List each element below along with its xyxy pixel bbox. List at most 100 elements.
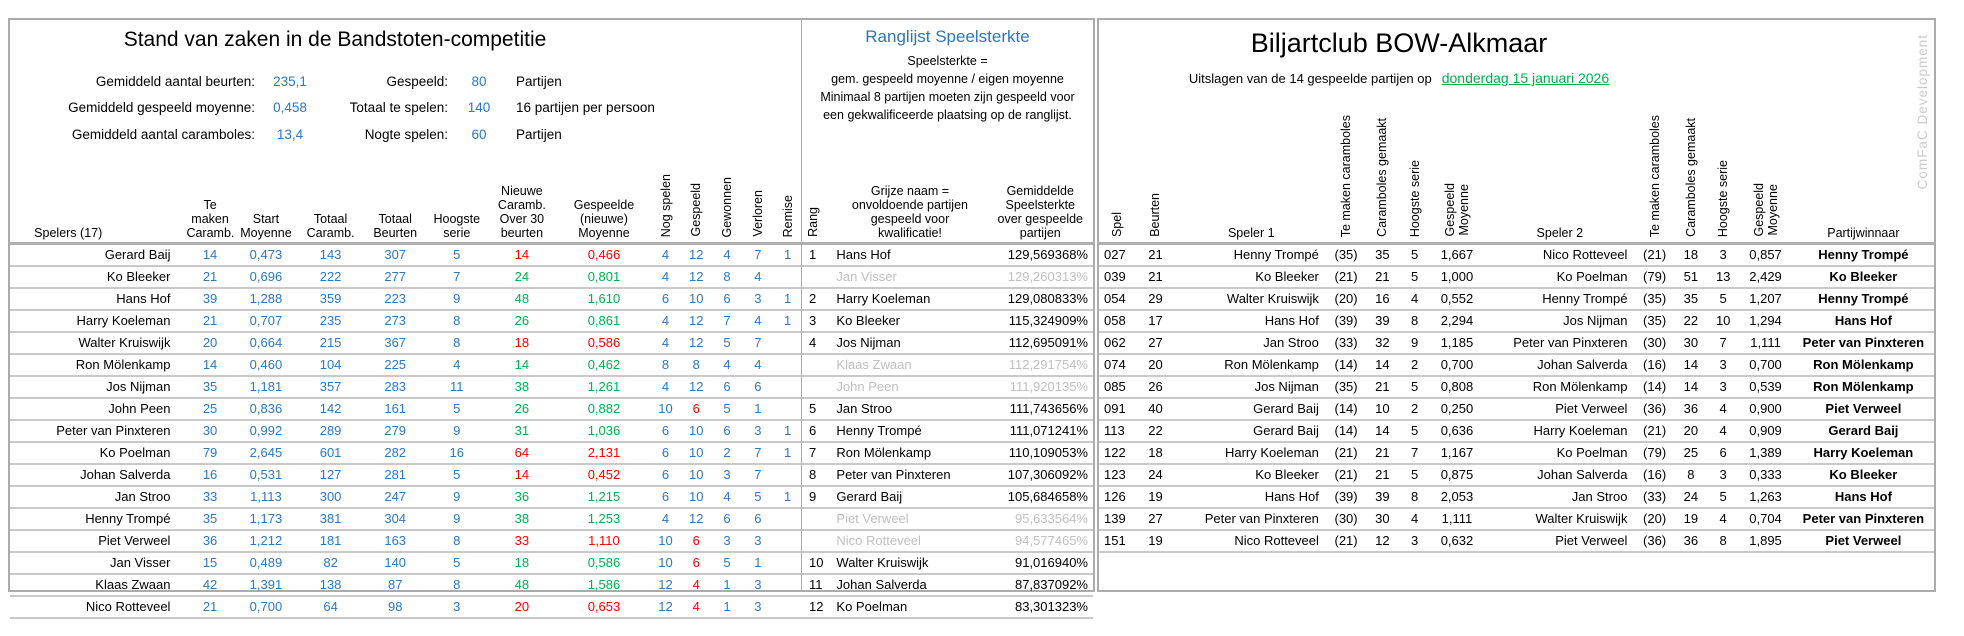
gespeelde-moyenne-cell: 1,261: [557, 376, 651, 399]
table-row: Jan Visser 15 0,489 82 140 5 18 0,586 10 6 5 1: [10, 552, 802, 575]
te-maken-cell: 42: [186, 574, 234, 597]
speler1-name-cell: Gerard Baij: [1175, 420, 1327, 443]
start-moyenne-cell: 1,288: [233, 288, 299, 311]
ranking-panel: Ranglijst Speelsterkte Speelsterkte = ge…: [801, 18, 1095, 619]
gespeeld-cell: 10: [680, 464, 712, 487]
standings-title: Stand van zaken in de Bandstoten-competi…: [123, 28, 547, 51]
col-header-hoogste-serie: Hoogste serie: [427, 133, 486, 245]
te-maken-cell: 35: [186, 508, 234, 531]
speler2-serie-cell: 5: [1708, 486, 1739, 509]
nieuwe-caramboles-cell: 20: [485, 596, 558, 619]
table-row: 8 Peter van Pinxteren 107,306092%: [802, 464, 1093, 487]
gewonnen-cell: 4: [711, 243, 743, 267]
player-name-cell: Hans Hof: [832, 243, 988, 267]
results-header-row: Spel Beurten Speler 1 Te maken carambole…: [1099, 80, 1934, 245]
totaal-caramboles-cell: 300: [298, 486, 363, 509]
spel-cell: 085: [1099, 376, 1136, 399]
te-maken-cell: 20: [186, 332, 234, 355]
speler2-name-cell: Nico Rotteveel: [1484, 243, 1636, 267]
speelsterkte-cell: 107,306092%: [987, 464, 1093, 487]
speler2-moyenne-cell: 1,111: [1738, 332, 1793, 355]
beurten-cell: 27: [1135, 508, 1176, 531]
spel-cell: 126: [1099, 486, 1136, 509]
speelsterkte-cell: 105,684658%: [987, 486, 1093, 509]
totaal-beurten-cell: 281: [362, 464, 428, 487]
table-row: Nico Rotteveel 94,577465%: [802, 530, 1093, 553]
totaal-caramboles-cell: 104: [298, 354, 363, 377]
totaal-caramboles-cell: 357: [298, 376, 363, 399]
speler2-moyenne-cell: 1,263: [1738, 486, 1793, 509]
partijwinnaar-cell: Gerard Baij: [1792, 420, 1934, 443]
speler2-serie-cell: 3: [1708, 464, 1739, 487]
speler2-name-cell: Johan Salverda: [1484, 464, 1636, 487]
col-header-gespeelde-moyenne: Gespeelde (nieuwe) Moyenne: [557, 133, 651, 245]
player-name-cell: Ko Bleeker: [10, 266, 187, 289]
totaal-caramboles-cell: 222: [298, 266, 363, 289]
speler1-name-cell: Hans Hof: [1175, 310, 1327, 333]
partijwinnaar-cell: Ko Bleeker: [1792, 266, 1934, 289]
rang-cell: 4: [802, 332, 833, 355]
results-panel: Biljartclub BOW-Alkmaar Uitslagen van de…: [1097, 18, 1936, 592]
nog-spelen-cell: 4: [650, 310, 681, 333]
te-maken-cell: 30: [186, 420, 234, 443]
speler2-moyenne-cell: 0,857: [1738, 243, 1793, 267]
table-row: John Peen 111,920135%: [802, 376, 1093, 399]
player-name-cell: Piet Verweel: [832, 508, 988, 531]
player-name-cell: Walter Kruiswijk: [832, 552, 988, 575]
nog-spelen-cell: 6: [650, 486, 681, 509]
gewonnen-cell: 5: [711, 398, 743, 421]
start-moyenne-cell: 1,391: [233, 574, 299, 597]
spel-cell: 058: [1099, 310, 1136, 333]
verloren-cell: 7: [742, 464, 774, 487]
beurten-cell: 29: [1135, 288, 1176, 311]
rang-cell: [802, 508, 833, 531]
nog-spelen-cell: 4: [650, 266, 681, 289]
verloren-cell: 4: [742, 354, 774, 377]
gespeelde-moyenne-cell: 1,586: [557, 574, 651, 597]
verloren-cell: 5: [742, 486, 774, 509]
ranking-subtitle: Speelsterkte = gem. gespeeld moyenne / e…: [820, 54, 1075, 122]
gespeelde-moyenne-cell: 0,882: [557, 398, 651, 421]
gewonnen-cell: 6: [711, 376, 743, 399]
remise-cell: [773, 464, 802, 487]
summary-label: Gemiddeld aantal beurten:: [95, 73, 255, 89]
rang-cell: [802, 354, 833, 377]
speler2-handicap-cell: (79): [1635, 266, 1674, 289]
start-moyenne-cell: 0,473: [233, 243, 299, 267]
remise-cell: 1: [773, 288, 802, 311]
rotated-label: Beurten: [1148, 193, 1163, 237]
nog-spelen-cell: 10: [650, 398, 681, 421]
gespeelde-moyenne-cell: 1,215: [557, 486, 651, 509]
table-row: 113 22 Gerard Baij (14) 14 5 0,636 Harry Koelem…: [1099, 420, 1934, 443]
spel-cell: 074: [1099, 354, 1136, 377]
totaal-beurten-cell: 367: [362, 332, 428, 355]
hoogste-serie-cell: 9: [427, 420, 486, 443]
player-name-cell: Klaas Zwaan: [832, 354, 988, 377]
verloren-cell: 6: [742, 376, 774, 399]
speler2-name-cell: Peter van Pinxteren: [1484, 332, 1636, 355]
spel-cell: 039: [1099, 266, 1136, 289]
table-row: 10 Walter Kruiswijk 91,016940%: [802, 552, 1093, 575]
speler1-name-cell: Harry Koeleman: [1175, 442, 1327, 465]
rotated-label: Rang: [806, 207, 820, 237]
ranking-header-row: Rang Grijze naam = onvoldoende partijen …: [802, 148, 1093, 245]
verloren-cell: 7: [742, 332, 774, 355]
player-name-cell: Peter van Pinxteren: [832, 464, 988, 487]
totaal-caramboles-cell: 381: [298, 508, 363, 531]
speler2-handicap-cell: (35): [1635, 310, 1674, 333]
rotated-label: Remise: [780, 194, 795, 237]
totaal-beurten-cell: 225: [362, 354, 428, 377]
totaal-caramboles-cell: 127: [298, 464, 363, 487]
rang-cell: 6: [802, 420, 833, 443]
hoogste-serie-cell: 3: [427, 596, 486, 619]
speler2-caramboles-cell: 36: [1673, 398, 1709, 421]
hoogste-serie-cell: 11: [427, 376, 486, 399]
nog-spelen-cell: 12: [650, 574, 681, 597]
speler2-moyenne-cell: 1,207: [1738, 288, 1793, 311]
col-header-gemaakt-1: Caramboles gemaakt: [1365, 80, 1400, 245]
table-row: Klaas Zwaan 42 1,391 138 87 8 48 1,586 12 4 1 3: [10, 574, 802, 597]
table-row: 122 18 Harry Koeleman (21) 21 7 1,167 Ko Poelma…: [1099, 442, 1934, 465]
speler1-moyenne-cell: 0,808: [1429, 376, 1485, 399]
table-row: 11 Johan Salverda 87,837092%: [802, 574, 1093, 597]
table-row: Nico Rotteveel 21 0,700 64 98 3 20 0,653 12 4 1 3: [10, 596, 802, 619]
